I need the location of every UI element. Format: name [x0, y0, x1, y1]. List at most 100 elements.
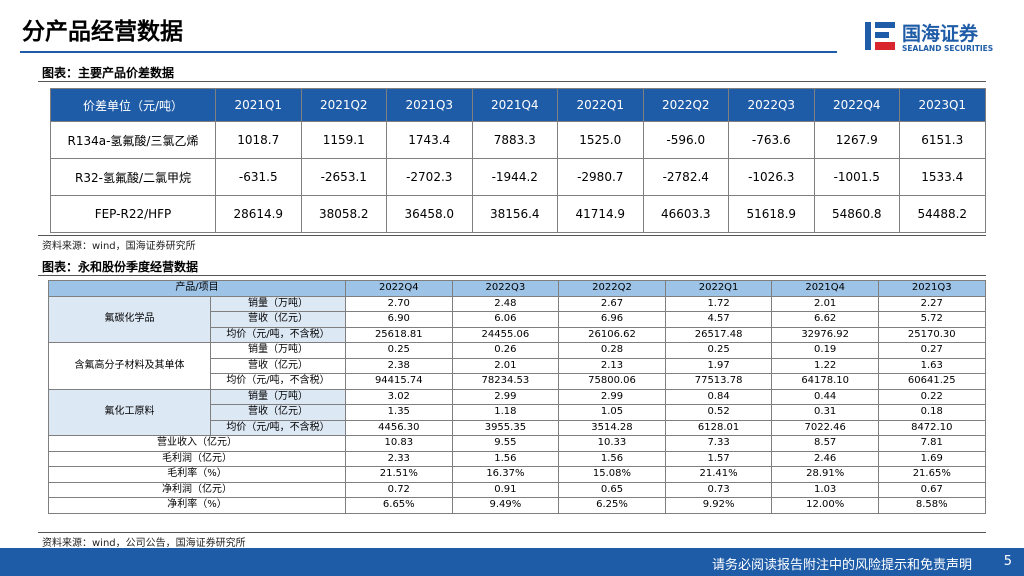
- table-cell: 94415.74: [345, 373, 453, 390]
- table-cell: 0.18: [877, 404, 986, 421]
- table-cell: 1533.4: [899, 158, 986, 196]
- table-cell: 7883.3: [471, 121, 558, 159]
- summary-row: 净利率（%） 6.65% 9.49% 6.25% 9.92% 12.00% 8.58%: [48, 497, 986, 514]
- header-cell: 2021Q2: [300, 88, 387, 122]
- group-cell: 氟化工原料: [48, 388, 211, 436]
- table-cell: 0.52: [664, 404, 773, 421]
- source-rule: [38, 235, 986, 236]
- table-cell: 3514.28: [558, 419, 666, 436]
- table-cell: 2.38: [345, 357, 453, 374]
- table-row: 氟碳化学品 销量（万吨） 2.70 2.48 2.67 1.72 2.01 2.27: [48, 295, 986, 343]
- group-cell: 氟碳化学品: [48, 295, 211, 343]
- table-cell: 38058.2: [300, 195, 387, 233]
- table-cell: 36458.0: [386, 195, 473, 233]
- table-cell: 77513.78: [664, 373, 773, 390]
- table-cell: 54488.2: [899, 195, 986, 233]
- caption-rule: [38, 81, 986, 82]
- table-row: 营收（亿元） 2.38 2.01 2.13 1.97 1.22 1.63: [49, 357, 986, 374]
- table-cell: 0.65: [558, 481, 666, 498]
- table-cell: 1018.7: [215, 121, 302, 159]
- table-cell: 0.19: [771, 342, 879, 359]
- table-cell: 24455.06: [451, 326, 560, 343]
- table-cell: 8472.10: [877, 419, 986, 436]
- table-cell: 1.72: [664, 295, 773, 312]
- item-cell: 营收（亿元）: [210, 311, 346, 328]
- table-cell: 2.01: [451, 357, 560, 374]
- table-cell: 6151.3: [899, 121, 986, 159]
- table-cell: 3.02: [345, 388, 453, 405]
- table-cell: 32976.92: [771, 326, 879, 343]
- table-cell: -1944.2: [471, 158, 558, 196]
- table-cell: 2.48: [451, 295, 560, 312]
- table-cell: 9.92%: [664, 497, 773, 514]
- page-number: 5: [1003, 554, 1012, 569]
- item-cell: 销量（万吨）: [210, 342, 346, 359]
- summary-row: 净利润（亿元） 0.72 0.91 0.65 0.73 1.03 0.67: [48, 481, 986, 498]
- table-cell: 0.72: [345, 481, 453, 498]
- table-cell: 0.84: [664, 388, 773, 405]
- header-cell: 2022Q3: [728, 88, 815, 122]
- table-cell: 1.56: [451, 450, 560, 467]
- table-cell: -763.6: [728, 121, 815, 159]
- header-cell: 价差单位（元/吨）: [50, 88, 216, 122]
- table-cell: 60641.25: [877, 373, 986, 390]
- table-cell: 2.99: [451, 388, 560, 405]
- table-cell: 1.57: [664, 450, 773, 467]
- table-cell: 2.27: [877, 295, 986, 312]
- table-cell: 2.33: [345, 450, 453, 467]
- table-cell: 1.18: [451, 404, 560, 421]
- table-cell: 26517.48: [664, 326, 773, 343]
- table-cell: 1.03: [771, 481, 879, 498]
- group-cell: 含氟高分子材料及其单体: [48, 342, 211, 390]
- table-cell: 1.35: [345, 404, 453, 421]
- logo-name: 国海证券: [902, 23, 979, 45]
- table-cell: 2.46: [771, 450, 879, 467]
- table-cell: 0.28: [558, 342, 666, 359]
- logo-subname: SEALAND SECURITIES: [902, 44, 994, 53]
- table-row: 氟化工原料 销量（万吨） 3.02 2.99 2.99 0.84 0.44 0.22: [48, 388, 986, 436]
- table-cell: 26106.62: [558, 326, 666, 343]
- table-cell: 1525.0: [557, 121, 644, 159]
- item-cell: 销量（万吨）: [210, 388, 346, 405]
- header-cell: 2021Q3: [877, 280, 986, 297]
- table-cell: R134a-氢氟酸/三氯乙烯: [50, 121, 216, 159]
- summary-row: 毛利率（%） 21.51% 16.37% 15.08% 21.41% 28.91% 21.6…: [48, 466, 986, 483]
- table-cell: 1.22: [771, 357, 879, 374]
- table-cell: 75800.06: [558, 373, 666, 390]
- table-cell: 0.25: [664, 342, 773, 359]
- table-cell: 0.91: [451, 481, 560, 498]
- table-cell: 3955.35: [451, 419, 560, 436]
- table-cell: 21.41%: [664, 466, 773, 483]
- table-cell: 0.25: [345, 342, 453, 359]
- item-cell: 均价（元/吨，不含税）: [210, 373, 346, 390]
- header-cell: 产品/项目: [48, 280, 346, 297]
- item-cell: 均价（元/吨，不含税）: [210, 326, 346, 343]
- table-cell: 9.55: [451, 435, 560, 452]
- header-cell: 2022Q1: [664, 280, 773, 297]
- table-row: 均价（元/吨，不含税） 25618.81 24455.06 26106.62 26517…: [49, 326, 986, 343]
- table-cell: -1026.3: [728, 158, 815, 196]
- table-cell: 25618.81: [345, 326, 453, 343]
- table-cell: 1159.1: [300, 121, 387, 159]
- table-cell: 28614.9: [215, 195, 302, 233]
- header-cell: 2022Q2: [558, 280, 666, 297]
- table-cell: -2702.3: [386, 158, 473, 196]
- caption-rule: [38, 275, 986, 276]
- table-cell: 1267.9: [813, 121, 900, 159]
- table-cell: -596.0: [642, 121, 729, 159]
- table-cell: 0.26: [451, 342, 560, 359]
- table-cell: 28.91%: [771, 466, 879, 483]
- header-cell: 2021Q1: [215, 88, 302, 122]
- table-cell: -1001.5: [813, 158, 900, 196]
- source-rule: [38, 532, 986, 533]
- table-cell: 6.25%: [558, 497, 666, 514]
- table-cell: 0.27: [877, 342, 986, 359]
- table-cell: 0.31: [771, 404, 879, 421]
- table-cell: 7.33: [664, 435, 773, 452]
- table-cell: 21.65%: [877, 466, 986, 483]
- table-cell: -631.5: [215, 158, 302, 196]
- item-cell: 毛利率（%）: [48, 466, 346, 483]
- table-cell: FEP-R22/HFP: [50, 195, 216, 233]
- header-cell: 2021Q4: [471, 88, 558, 122]
